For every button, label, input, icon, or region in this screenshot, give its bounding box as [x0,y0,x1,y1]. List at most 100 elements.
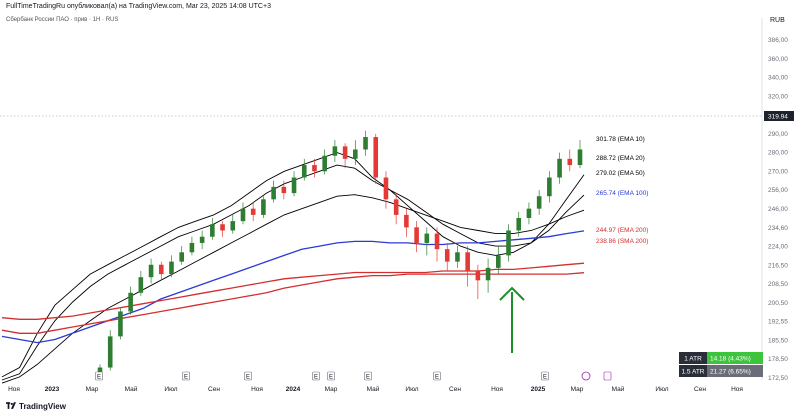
time-tick: Сен [449,386,461,393]
candle-body [291,177,297,194]
candle-body [261,199,266,215]
earnings-mark-label: E [314,375,318,381]
candle-body [107,336,113,368]
earnings-mark-label: E [329,375,333,381]
currency-label: RUB [770,17,785,24]
candle-body [414,227,419,243]
earnings-mark-label: E [435,375,439,381]
candle-body [465,252,470,271]
symbol-legend: Сбербанк России ПАО · прив · 1Н · RUS [6,17,119,23]
candles [97,130,583,380]
candle-body [138,277,144,293]
time-tick: Июл [405,386,418,393]
candle-body [444,249,450,262]
candle-body [475,270,481,281]
series-line-ema-200 [1,262,585,320]
candle-body [158,264,164,275]
price-tick: 340,00 [768,75,788,82]
time-tick: Мар [571,386,584,393]
time-tick: 2023 [45,386,60,393]
dividend-mark [581,371,591,381]
candle-body [404,214,409,228]
price-tick: 234,60 [768,225,788,232]
earnings-mark-label: E [184,375,188,381]
earnings-mark [433,371,441,381]
candle-body [526,208,532,219]
candle-body [536,196,542,209]
indicator-label: 265.74 (EMA 100) [596,190,648,197]
arrow-head [499,286,525,301]
price-tick: 185,50 [768,337,788,344]
candle-body [506,230,511,256]
price-tick: 386,00 [768,37,788,44]
earnings-mark [541,371,549,381]
up-arrow-icon [499,286,525,353]
series-line-ema-50 [1,194,585,384]
candle-body [240,208,246,222]
last-price-label: 319.94 [768,114,788,121]
price-tick: 208,50 [768,281,788,288]
candle-body [383,177,389,200]
atr-value-box [707,352,763,364]
atr-label-box [679,365,707,377]
price-tick: 290,00 [768,131,788,138]
atr-label-box [679,352,707,364]
time-tick: Май [367,385,380,393]
candle-body [230,221,236,231]
price-tick: 280,00 [768,150,788,157]
price-axis: RUB386,00360,00340,00320,00306,00290,002… [761,17,794,382]
candle-body [271,186,276,200]
indicator-label: 244.97 (EMA 200) [596,227,648,234]
earnings-mark [327,371,335,381]
series-line-ema-20 [1,164,585,381]
time-tick: Ноя [491,386,503,393]
candle-body [434,233,440,250]
candle-body [424,233,430,243]
time-tick: Сен [208,386,220,393]
price-tick: 178,50 [768,356,788,363]
atr-panel: 1 ATR 14.18 (4.43%) 1.5 ATR 21.27 (6.65%) [679,352,763,377]
time-tick: Ноя [731,386,743,393]
earnings-mark [244,371,252,381]
earnings-mark-upcoming [603,371,612,381]
candle-body [332,146,338,156]
candle-body [363,137,368,150]
atr-value-box [707,365,763,377]
indicator-labels: 301.78 (EMA 10) 288.72 (EMA 20) 279.02 (EM… [596,136,648,245]
atr-value: 21.27 (6.65%) [710,369,751,376]
candle-body [281,186,287,194]
candle-body [557,158,562,178]
candle-body [353,149,358,159]
price-tick: 172,50 [768,375,788,382]
candle-body [485,267,491,281]
footer-brand[interactable]: TradingView [6,400,66,412]
price-tick: 216,50 [768,262,788,269]
candle-body [189,242,195,253]
price-tick: 246,00 [768,206,788,213]
candle-body [455,252,460,262]
candle-body [220,224,225,231]
series-line-ema-100 [1,230,585,344]
time-tick: Мар [325,386,338,393]
candle-body [567,158,573,166]
candle-body [373,137,379,178]
price-tick: 224,00 [768,244,788,251]
candle-body [547,177,552,197]
earnings-mark-label: E [543,375,547,381]
earnings-mark-label: E [97,375,101,381]
time-tick: Май [612,385,625,393]
candle-body [312,165,317,172]
price-tick: 200,50 [768,300,788,307]
time-tick: Июл [164,386,177,393]
last-price-badge [764,111,794,121]
candle-body [148,264,154,278]
time-tick: Май [125,385,138,393]
earnings-mark-label: E [246,375,250,381]
candle-body [342,146,348,159]
earnings-mark [364,371,372,381]
candle-body [250,208,256,215]
candle-body [577,149,583,166]
price-tick: 320,00 [768,93,788,100]
